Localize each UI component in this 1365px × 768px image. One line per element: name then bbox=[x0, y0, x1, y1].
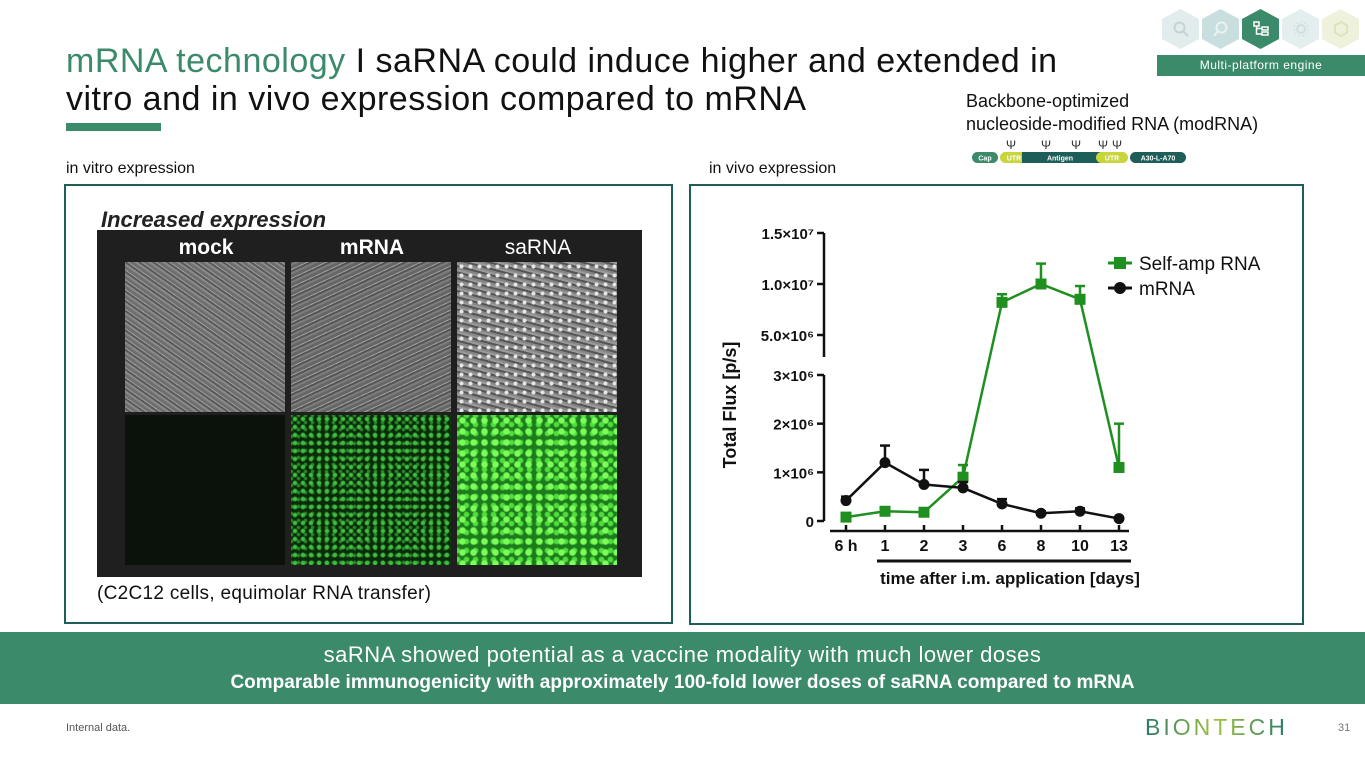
in-vitro-label: in vitro expression bbox=[66, 160, 195, 177]
flux-line-chart: Total Flux [p/s] time after i.m. applica… bbox=[720, 226, 1261, 588]
workflow-icon bbox=[1242, 9, 1279, 49]
page-title: mRNA technology I saRNA could induce hig… bbox=[66, 42, 1086, 118]
column-label-mock: mock bbox=[178, 236, 234, 259]
in-vivo-label: in vivo expression bbox=[709, 160, 837, 177]
data-point bbox=[1035, 507, 1047, 519]
segment-polya-label: A30-L-A70 bbox=[1141, 156, 1176, 163]
brightfield-mrna-image bbox=[291, 262, 451, 412]
psi-mark: Ψ bbox=[1071, 138, 1081, 152]
segment-utr-label: UTR bbox=[1105, 156, 1119, 163]
legend-label: mRNA bbox=[1139, 279, 1195, 300]
segment-utr-label: UTR bbox=[1007, 156, 1021, 163]
data-point bbox=[840, 495, 852, 507]
legend-marker bbox=[1114, 282, 1126, 294]
psi-mark: Ψ bbox=[1041, 138, 1051, 152]
data-point bbox=[957, 482, 969, 494]
column-label-mrna: mRNA bbox=[339, 236, 405, 259]
backbone-line-2: nucleoside-modified RNA (modRNA) bbox=[966, 114, 1259, 134]
data-point bbox=[1035, 278, 1047, 290]
platform-label: Multi-platform engine bbox=[1157, 55, 1365, 76]
segment-antigen-label: Antigen bbox=[1047, 156, 1073, 163]
fluorescence-mock-image bbox=[125, 415, 285, 565]
data-point bbox=[1074, 293, 1086, 305]
footnote: Internal data. bbox=[66, 722, 131, 734]
segment-utr-3 bbox=[1096, 152, 1128, 163]
data-point bbox=[1113, 461, 1125, 473]
x-tick-label: 6 h bbox=[834, 538, 857, 555]
summary-banner: saRNA showed potential as a vaccine moda… bbox=[0, 632, 1365, 704]
backbone-line-1: Backbone-optimized bbox=[966, 91, 1130, 111]
x-tick-label: 13 bbox=[1110, 538, 1128, 555]
data-point bbox=[879, 457, 891, 469]
brightfield-mock-image bbox=[125, 262, 285, 412]
data-point bbox=[840, 511, 852, 523]
search-icon bbox=[1162, 9, 1199, 49]
x-axis-title: time after i.m. application [days] bbox=[880, 569, 1140, 588]
hexagon-icon bbox=[1322, 9, 1359, 49]
psi-mark: Ψ bbox=[1112, 138, 1122, 152]
segment-polya bbox=[1130, 152, 1186, 163]
fluorescence-mrna-image bbox=[291, 415, 451, 565]
x-tick-label: 1 bbox=[881, 538, 890, 555]
y-tick-label: 0 bbox=[806, 514, 814, 531]
legend-label: Self-amp RNA bbox=[1139, 254, 1261, 275]
rna-construct-diagram: Ψ Ψ Ψ Ψ Ψ Cap UTR Antigen UTR A30-L-A70 bbox=[972, 138, 1186, 163]
title-underline bbox=[66, 123, 161, 131]
data-point bbox=[957, 471, 969, 483]
banner-subline: Comparable immunogenicity with approxima… bbox=[230, 672, 1135, 693]
title-rest: I saRNA could induce higher and extended… bbox=[66, 42, 1058, 118]
x-tick-label: 3 bbox=[959, 538, 968, 555]
page-number: 31 bbox=[1338, 722, 1351, 734]
brightfield-sarna-image bbox=[457, 262, 617, 412]
gear-icon bbox=[1282, 9, 1319, 49]
title-accent: mRNA technology bbox=[66, 42, 346, 80]
x-tick-label: 8 bbox=[1037, 538, 1046, 555]
microscopy-caption: (C2C12 cells, equimolar RNA transfer) bbox=[97, 583, 432, 604]
platform-icon-strip bbox=[1162, 9, 1362, 49]
data-point bbox=[996, 296, 1008, 308]
banner-headline: saRNA showed potential as a vaccine moda… bbox=[323, 642, 1042, 667]
series-line bbox=[845, 282, 1121, 519]
data-point bbox=[996, 498, 1008, 510]
data-point bbox=[918, 506, 930, 518]
biontech-logo: BIONTECH bbox=[1145, 714, 1288, 740]
y-axis-title: Total Flux [p/s] bbox=[720, 342, 740, 469]
y-tick-label: 1.0×10⁷ bbox=[762, 277, 815, 294]
psi-mark: Ψ bbox=[1098, 138, 1108, 152]
data-point bbox=[1074, 505, 1086, 517]
legend-marker bbox=[1114, 257, 1126, 269]
y-tick-label: 1×10⁶ bbox=[773, 465, 814, 482]
in-vivo-panel bbox=[689, 184, 1304, 625]
fluorescence-sarna-image bbox=[457, 415, 617, 565]
data-point bbox=[1113, 513, 1125, 525]
backbone-description: Backbone-optimized nucleoside-modified R… bbox=[966, 90, 1258, 136]
x-tick-label: 6 bbox=[998, 538, 1007, 555]
column-label-sarna: saRNA bbox=[504, 236, 572, 259]
y-tick-label: 3×10⁶ bbox=[773, 368, 814, 385]
segment-antigen bbox=[1022, 152, 1102, 163]
y-tick-label: 5.0×10⁶ bbox=[761, 328, 814, 345]
data-point bbox=[879, 505, 891, 517]
y-tick-label: 2×10⁶ bbox=[773, 417, 814, 434]
segment-cap-label: Cap bbox=[978, 156, 991, 163]
psi-mark: Ψ bbox=[1006, 138, 1016, 152]
y-tick-label: 1.5×10⁷ bbox=[762, 226, 815, 243]
x-tick-label: 2 bbox=[920, 538, 929, 555]
magnifier-icon bbox=[1202, 9, 1239, 49]
microscopy-heading: Increased expression bbox=[101, 207, 327, 232]
segment-cap bbox=[972, 152, 998, 163]
data-point bbox=[918, 479, 930, 490]
x-tick-label: 10 bbox=[1071, 538, 1089, 555]
logo-wordmark: BIONTECH bbox=[1145, 714, 1288, 740]
series-line bbox=[845, 461, 1120, 520]
